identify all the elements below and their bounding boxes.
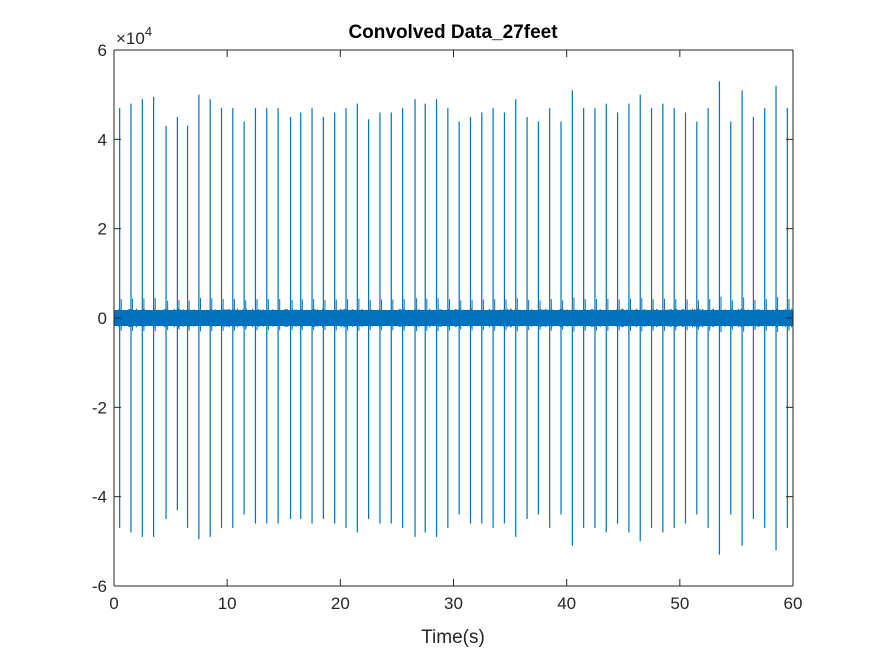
chart-title: Convolved Data_27feet — [348, 22, 558, 43]
y-tick-label-2: 2 — [98, 220, 107, 239]
y-tick-label-0: 0 — [98, 309, 107, 328]
plot-area: 0 10 20 30 40 50 60 -6 -4 -2 0 2 4 6 — [92, 41, 803, 613]
y-tick-label--4: -4 — [92, 488, 107, 507]
ticks-layer: 0 10 20 30 40 50 60 -6 -4 -2 0 2 4 6 — [92, 41, 803, 613]
y-tick-label-4: 4 — [98, 130, 107, 149]
x-axis-title: Time(s) — [421, 627, 485, 648]
x-tick-label-0: 0 — [109, 594, 118, 613]
x-tick-label-40: 40 — [557, 594, 576, 613]
y-exponent-power: 4 — [145, 24, 152, 39]
y-tick-label--2: -2 — [92, 398, 107, 417]
y-exponent-base: ×10 — [116, 29, 145, 48]
y-tick-label--6: -6 — [92, 577, 107, 596]
x-tick-label-30: 30 — [444, 594, 463, 613]
x-tick-label-20: 20 — [331, 594, 350, 613]
x-tick-label-10: 10 — [218, 594, 237, 613]
y-tick-label-6: 6 — [98, 41, 107, 60]
y-exponent-label: ×104 — [116, 24, 152, 48]
x-tick-label-50: 50 — [670, 594, 689, 613]
x-tick-label-60: 60 — [784, 594, 803, 613]
